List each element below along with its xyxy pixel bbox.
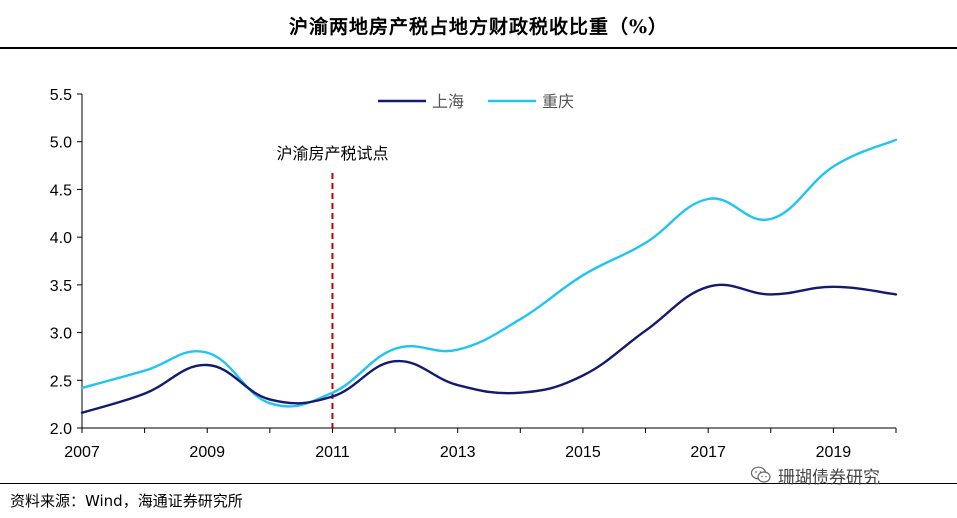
legend-label: 重庆 <box>542 92 574 111</box>
x-tick-label: 2017 <box>690 444 726 461</box>
axes: 2.0 2.5 3.0 3.5 4.0 4.5 5.0 5.5 2007 2009 2011 2013… <box>50 87 897 461</box>
y-tick-label: 4.5 <box>50 182 72 199</box>
y-tick-label: 5.0 <box>50 135 72 152</box>
y-tick-label: 4.0 <box>50 230 72 247</box>
y-tick-label: 5.5 <box>50 87 72 104</box>
watermark-text: 珊瑚债券研究 <box>778 467 880 488</box>
x-tick-label: 2015 <box>565 444 601 461</box>
chart-title: 沪渝两地房产税占地方财政税收比重（%） <box>288 16 669 38</box>
x-tick-label: 2009 <box>189 444 225 461</box>
x-tick-label: 2019 <box>816 444 852 461</box>
y-tick-label: 3.5 <box>50 278 72 295</box>
y-tick-label: 2.0 <box>50 421 72 438</box>
series-layer <box>80 138 898 414</box>
footer-divider <box>0 483 957 484</box>
wechat-icon <box>750 466 771 483</box>
legend-label: 上海 <box>432 92 464 111</box>
legend-item-shanghai: 上海 <box>378 92 464 111</box>
watermark: 珊瑚债券研究 <box>750 462 880 488</box>
x-tick-label: 2007 <box>64 444 100 461</box>
line-chart: 2.0 2.5 3.0 3.5 4.0 4.5 5.0 5.5 2007 2009 2011 2013… <box>50 87 898 461</box>
series-line-chongqing <box>80 138 898 408</box>
title-divider <box>0 47 957 49</box>
series-line-shanghai <box>80 283 898 414</box>
title-bar: 沪渝两地房产税占地方财政税收比重（%） <box>0 0 957 48</box>
x-tick-label: 2011 <box>315 444 350 461</box>
legend-item-chongqing: 重庆 <box>488 92 574 111</box>
y-tick-label: 2.5 <box>50 373 72 390</box>
y-tick-label: 3.0 <box>50 326 72 343</box>
policy-marker-label: 沪渝房产税试点 <box>276 144 388 163</box>
source-note: 资料来源：Wind，海通证券研究所 <box>10 492 243 510</box>
legend: 上海 重庆 <box>378 92 574 111</box>
x-tick-label: 2013 <box>440 444 476 461</box>
annotation-layer: 沪渝房产税试点 <box>276 144 388 428</box>
